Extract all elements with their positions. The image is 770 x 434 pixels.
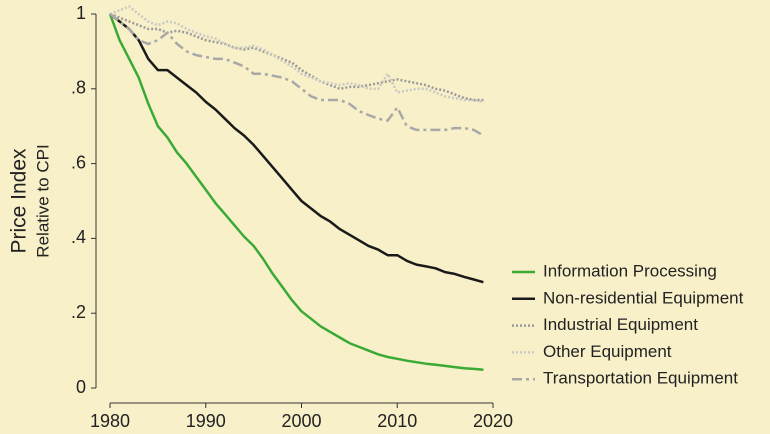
y-axis-label: Price Index <box>8 148 31 254</box>
x-tick-label: 1980 <box>90 411 130 431</box>
legend-label: Other Equipment <box>543 342 672 361</box>
x-tick-label: 1990 <box>186 411 226 431</box>
y-tick-label: .8 <box>71 78 86 98</box>
x-tick-label: 2010 <box>377 411 417 431</box>
y-tick-label: .2 <box>71 302 86 322</box>
y-tick-label: .4 <box>71 227 86 247</box>
x-tick-label: 2020 <box>473 411 513 431</box>
series-line <box>109 13 485 137</box>
y-axis-sublabel: Relative to CPI <box>33 144 52 257</box>
x-tick-label: 2000 <box>281 411 321 431</box>
legend-label: Information Processing <box>543 261 717 280</box>
series-line <box>108 13 484 371</box>
legend-label: Transportation Equipment <box>543 369 738 388</box>
y-tick-label: 1 <box>76 3 86 23</box>
y-tick-label: 0 <box>76 377 86 397</box>
series-line <box>109 12 484 102</box>
legend-label: Non-residential Equipment <box>543 288 744 307</box>
y-tick-label: .6 <box>71 152 86 172</box>
legend-label: Industrial Equipment <box>543 315 698 334</box>
series-line <box>109 13 484 284</box>
